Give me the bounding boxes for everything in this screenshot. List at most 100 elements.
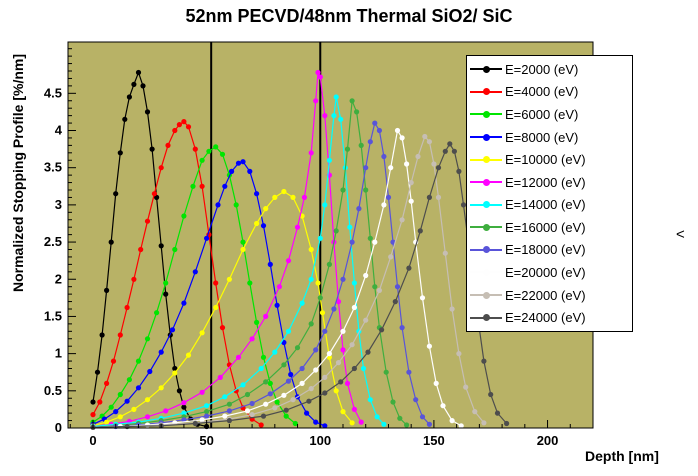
y-tick-label: 2 [55, 271, 62, 286]
data-point-marker [176, 122, 182, 128]
x-tick-label: 200 [537, 433, 559, 448]
legend-item[interactable]: E=22000 (eV) [467, 284, 632, 307]
data-point-marker [449, 418, 455, 424]
data-point-marker [415, 153, 421, 160]
data-point-marker [304, 410, 310, 416]
data-point-marker [249, 412, 255, 418]
legend-marker [467, 171, 505, 194]
data-point-marker [90, 412, 96, 418]
data-point-marker [308, 276, 314, 282]
data-point-marker [281, 392, 287, 398]
data-point-marker [90, 399, 96, 405]
data-point-marker [390, 399, 396, 405]
legend-item[interactable]: E=14000 (eV) [467, 193, 632, 216]
data-point-marker [347, 224, 353, 230]
data-point-marker [274, 302, 280, 308]
legend-marker [467, 103, 505, 126]
data-point-marker [435, 194, 442, 200]
data-point-marker [240, 239, 246, 245]
data-point-marker [219, 151, 226, 157]
data-point-marker [406, 265, 412, 271]
data-point-marker [249, 336, 255, 342]
legend-label: E=4000 (eV) [505, 84, 579, 100]
data-point-marker [349, 420, 355, 426]
data-point-marker [331, 306, 337, 312]
data-point-marker [165, 142, 171, 148]
data-point-marker [442, 148, 448, 154]
data-point-marker [338, 379, 344, 385]
data-point-marker [263, 401, 269, 407]
data-point-marker [458, 423, 464, 429]
data-point-marker [365, 349, 371, 355]
y-tick-label: 2.5 [44, 234, 62, 249]
data-point-marker [381, 202, 387, 208]
legend-item[interactable]: E=6000 (eV) [467, 103, 632, 126]
y-tick-label: 1 [55, 346, 62, 361]
legend-item[interactable]: E=18000 (eV) [467, 239, 632, 262]
legend-item[interactable]: E=10000 (eV) [467, 148, 632, 171]
data-point-marker [97, 399, 103, 405]
data-point-marker [376, 287, 382, 293]
data-point-marker [151, 191, 157, 197]
data-point-marker [363, 272, 369, 279]
data-point-marker [379, 327, 385, 333]
data-point-marker [322, 113, 328, 119]
data-point-marker [335, 299, 342, 305]
data-point-marker [204, 409, 210, 415]
data-point-marker [235, 354, 242, 360]
data-point-marker [372, 120, 378, 126]
data-point-marker [385, 194, 392, 200]
legend-item[interactable]: E=24000 (eV) [467, 306, 632, 329]
data-point-marker [233, 202, 239, 208]
data-point-marker [260, 354, 267, 360]
y-tick-label: 4.5 [44, 85, 62, 100]
data-point-marker [315, 280, 321, 286]
legend[interactable]: E=2000 (eV) E=4000 (eV) E=6000 (eV) E=8000 … [466, 55, 633, 332]
y-tick-label: 3.5 [44, 160, 62, 175]
data-point-marker [367, 139, 373, 145]
data-point-marker [285, 258, 292, 264]
data-point-marker [217, 374, 223, 380]
data-point-marker [235, 160, 242, 166]
data-point-marker [244, 391, 251, 398]
data-point-marker [340, 409, 346, 415]
data-point-marker [154, 310, 160, 316]
data-point-marker [456, 351, 462, 357]
data-point-marker [340, 187, 346, 193]
data-point-marker [349, 239, 355, 245]
data-point-marker [274, 399, 280, 405]
data-point-marker [144, 397, 151, 403]
data-point-marker [181, 400, 187, 406]
legend-item[interactable]: E=20000 (eV) [467, 261, 632, 284]
data-point-marker [272, 349, 278, 355]
data-point-marker [104, 380, 110, 386]
data-point-marker [181, 404, 187, 410]
data-point-marker [338, 116, 344, 122]
data-point-marker [267, 261, 273, 267]
data-point-marker [283, 407, 289, 413]
legend-item[interactable]: E=8000 (eV) [467, 126, 632, 149]
data-point-marker [449, 306, 455, 312]
data-point-marker [144, 414, 151, 420]
data-point-marker [494, 410, 501, 416]
legend-item[interactable]: E=2000 (eV) [467, 58, 632, 81]
data-point-marker [399, 325, 405, 331]
legend-label: E=10000 (eV) [505, 152, 586, 168]
data-point-marker [301, 194, 307, 200]
legend-marker [467, 193, 505, 216]
legend-item[interactable]: E=12000 (eV) [467, 171, 632, 194]
data-point-marker [244, 408, 251, 414]
data-point-marker [254, 220, 260, 227]
data-point-marker [158, 243, 164, 249]
legend-item[interactable]: E=16000 (eV) [467, 216, 632, 239]
legend-label: E=22000 (eV) [505, 287, 586, 303]
data-point-marker [104, 287, 110, 293]
data-point-marker [322, 423, 328, 429]
legend-marker [467, 239, 505, 262]
legend-item[interactable]: E=4000 (eV) [467, 81, 632, 104]
data-point-marker [397, 415, 403, 421]
data-point-marker [331, 113, 337, 119]
data-point-marker [176, 388, 182, 394]
y-tick-label: 0.5 [44, 383, 62, 398]
data-point-marker [254, 191, 260, 197]
